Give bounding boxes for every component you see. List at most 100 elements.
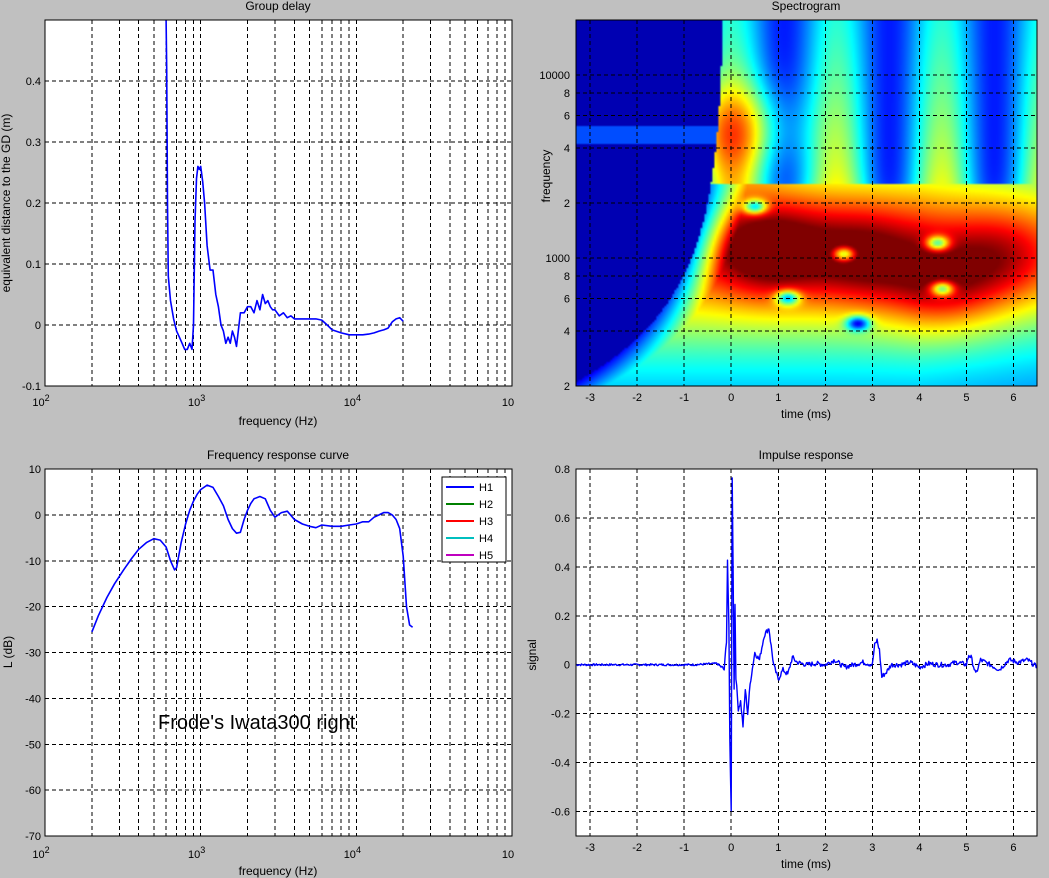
frequency-response-curve-h1 [91, 484, 414, 633]
fr-ytick-label: -20 [25, 602, 41, 614]
fr-xtick-base: 10 [32, 849, 44, 861]
sp-ytick-label: 6 [564, 294, 570, 306]
fr-ytick-label: -50 [25, 739, 41, 751]
ir-ytick-label: -0.2 [551, 709, 570, 721]
sp-ytick-label: 1000 [546, 253, 570, 265]
frequency-response-title: Frequency response curve [207, 448, 349, 462]
fr-xtick-base: 10 [344, 849, 356, 861]
impulse-response-curve [576, 477, 1037, 812]
impulse-response-curve-group [576, 477, 1037, 812]
group-delay-curve-group [165, 20, 404, 351]
fr-xtick-label: 102 [32, 845, 49, 861]
gd-xtick-exp: 3 [200, 393, 205, 403]
gd-xtick-label: 103 [188, 393, 205, 409]
spectrogram-xlabel: time (ms) [781, 407, 831, 421]
group-delay-grid [45, 20, 512, 386]
spectrogram-ticks: -3 -2 -1 0 1 2 3 4 5 6 10000 8 6 4 2 1000 8 6 4 2 [539, 70, 1016, 404]
gd-xtick-label: 102 [32, 393, 49, 409]
impulse-response-ticks: -3 -2 -1 0 1 2 3 4 5 6 0.8 0.6 0.4 0.2 0 -0.2 -0.4 -0.6 [551, 464, 1017, 854]
gd-xtick-label: 10 [502, 397, 514, 409]
gd-xtick-base: 10 [32, 397, 44, 409]
ir-ytick-label: 0.6 [555, 513, 570, 525]
gd-xtick-base: 10 [344, 397, 356, 409]
frequency-response-annotation: Frode's Iwata300 right [158, 712, 356, 734]
legend-label: H2 [479, 499, 493, 511]
sp-xtick-label: -2 [632, 392, 642, 404]
sp-xtick-label: 3 [869, 392, 875, 404]
gd-ytick-label: 0.4 [26, 76, 41, 88]
ir-xtick-label: 0 [728, 842, 734, 854]
group-delay-curve [165, 20, 404, 351]
ir-ytick-label: 0 [564, 660, 570, 672]
spectrogram-frame [575, 19, 1038, 387]
sp-ytick-label: 2 [564, 381, 570, 393]
gd-ytick-label: 0.2 [26, 198, 41, 210]
gd-xtick-exp: 4 [356, 393, 361, 403]
group-delay-title: Group delay [245, 0, 310, 13]
gd-xtick-label: 104 [344, 393, 361, 409]
sp-ytick-label: 2 [564, 198, 570, 210]
fr-xtick-exp: 4 [356, 845, 361, 855]
ir-xtick-label: 5 [963, 842, 969, 854]
gd-ytick-label: 0 [35, 320, 41, 332]
gd-ytick-label: 0.3 [26, 137, 41, 149]
fr-xtick-label: 104 [344, 845, 361, 861]
frequency-response-ylabel: L (dB) [1, 636, 15, 668]
frequency-response-xlabel: frequency (Hz) [239, 864, 318, 878]
fr-ytick-label: -70 [25, 831, 41, 843]
ir-xtick-label: 4 [916, 842, 922, 854]
sp-xtick-label: 2 [822, 392, 828, 404]
group-delay-xlabel: frequency (Hz) [239, 414, 318, 428]
fr-xtick-base: 10 [502, 849, 514, 861]
fr-ytick-label: -10 [25, 556, 41, 568]
spectrogram-ylabel: frequency [539, 150, 553, 203]
legend-label: H3 [479, 516, 493, 528]
fr-xtick-exp: 3 [200, 845, 205, 855]
sp-xtick-label: 6 [1010, 392, 1016, 404]
impulse-response-axes [576, 469, 1037, 836]
ir-ytick-label: -0.4 [551, 758, 570, 770]
sp-xtick-label: -1 [679, 392, 689, 404]
fr-xtick-label: 103 [188, 845, 205, 861]
fr-xtick-base: 10 [188, 849, 200, 861]
frequency-response-grid [45, 469, 512, 836]
ir-xtick-label: 2 [822, 842, 828, 854]
legend-label: H4 [479, 533, 493, 545]
impulse-response-title: Impulse response [759, 448, 854, 462]
gd-ytick-label: 0.1 [26, 259, 41, 271]
spectrogram-grid [576, 20, 1037, 387]
group-delay-frame [44, 19, 513, 387]
sp-xtick-label: 5 [963, 392, 969, 404]
spectrogram-title: Spectrogram [772, 0, 841, 13]
sp-xtick-label: -3 [585, 392, 595, 404]
gd-ytick-label: -0.1 [22, 381, 41, 393]
spectrogram-heatmap [576, 20, 1037, 386]
ir-ytick-label: 0.2 [555, 611, 570, 623]
fr-ytick-label: -40 [25, 693, 41, 705]
frequency-response-curve-group [91, 484, 414, 633]
legend-label: H1 [479, 482, 493, 494]
fr-ytick-label: 10 [29, 464, 41, 476]
impulse-response-frame [575, 468, 1038, 837]
sp-ytick-label: 10000 [539, 70, 570, 82]
ir-ytick-label: 0.8 [555, 464, 570, 476]
sp-ytick-label: 8 [564, 271, 570, 283]
sp-xtick-label: 1 [775, 392, 781, 404]
sp-ytick-label: 8 [564, 88, 570, 100]
ir-ytick-label: -0.6 [551, 807, 570, 819]
gd-xtick-base: 10 [502, 397, 514, 409]
sp-xtick-label: 0 [728, 392, 734, 404]
impulse-response-ylabel: signal [525, 639, 539, 670]
gd-xtick-exp: 2 [45, 393, 50, 403]
ir-xtick-label: -1 [679, 842, 689, 854]
frequency-response-panel: Frequency response curve 10 0 -10 -20 -30 -40… [1, 448, 514, 878]
sp-ytick-label: 4 [564, 326, 570, 338]
sp-ytick-label: 6 [564, 111, 570, 123]
ir-ytick-label: 0.4 [555, 562, 570, 574]
sp-ytick-label: 4 [564, 143, 570, 155]
fr-ytick-label: -60 [25, 785, 41, 797]
impulse-response-panel: Impulse response -3 -2 -1 0 1 2 3 4 5 6 0.8 0.6 0.4 0… [525, 448, 1038, 871]
